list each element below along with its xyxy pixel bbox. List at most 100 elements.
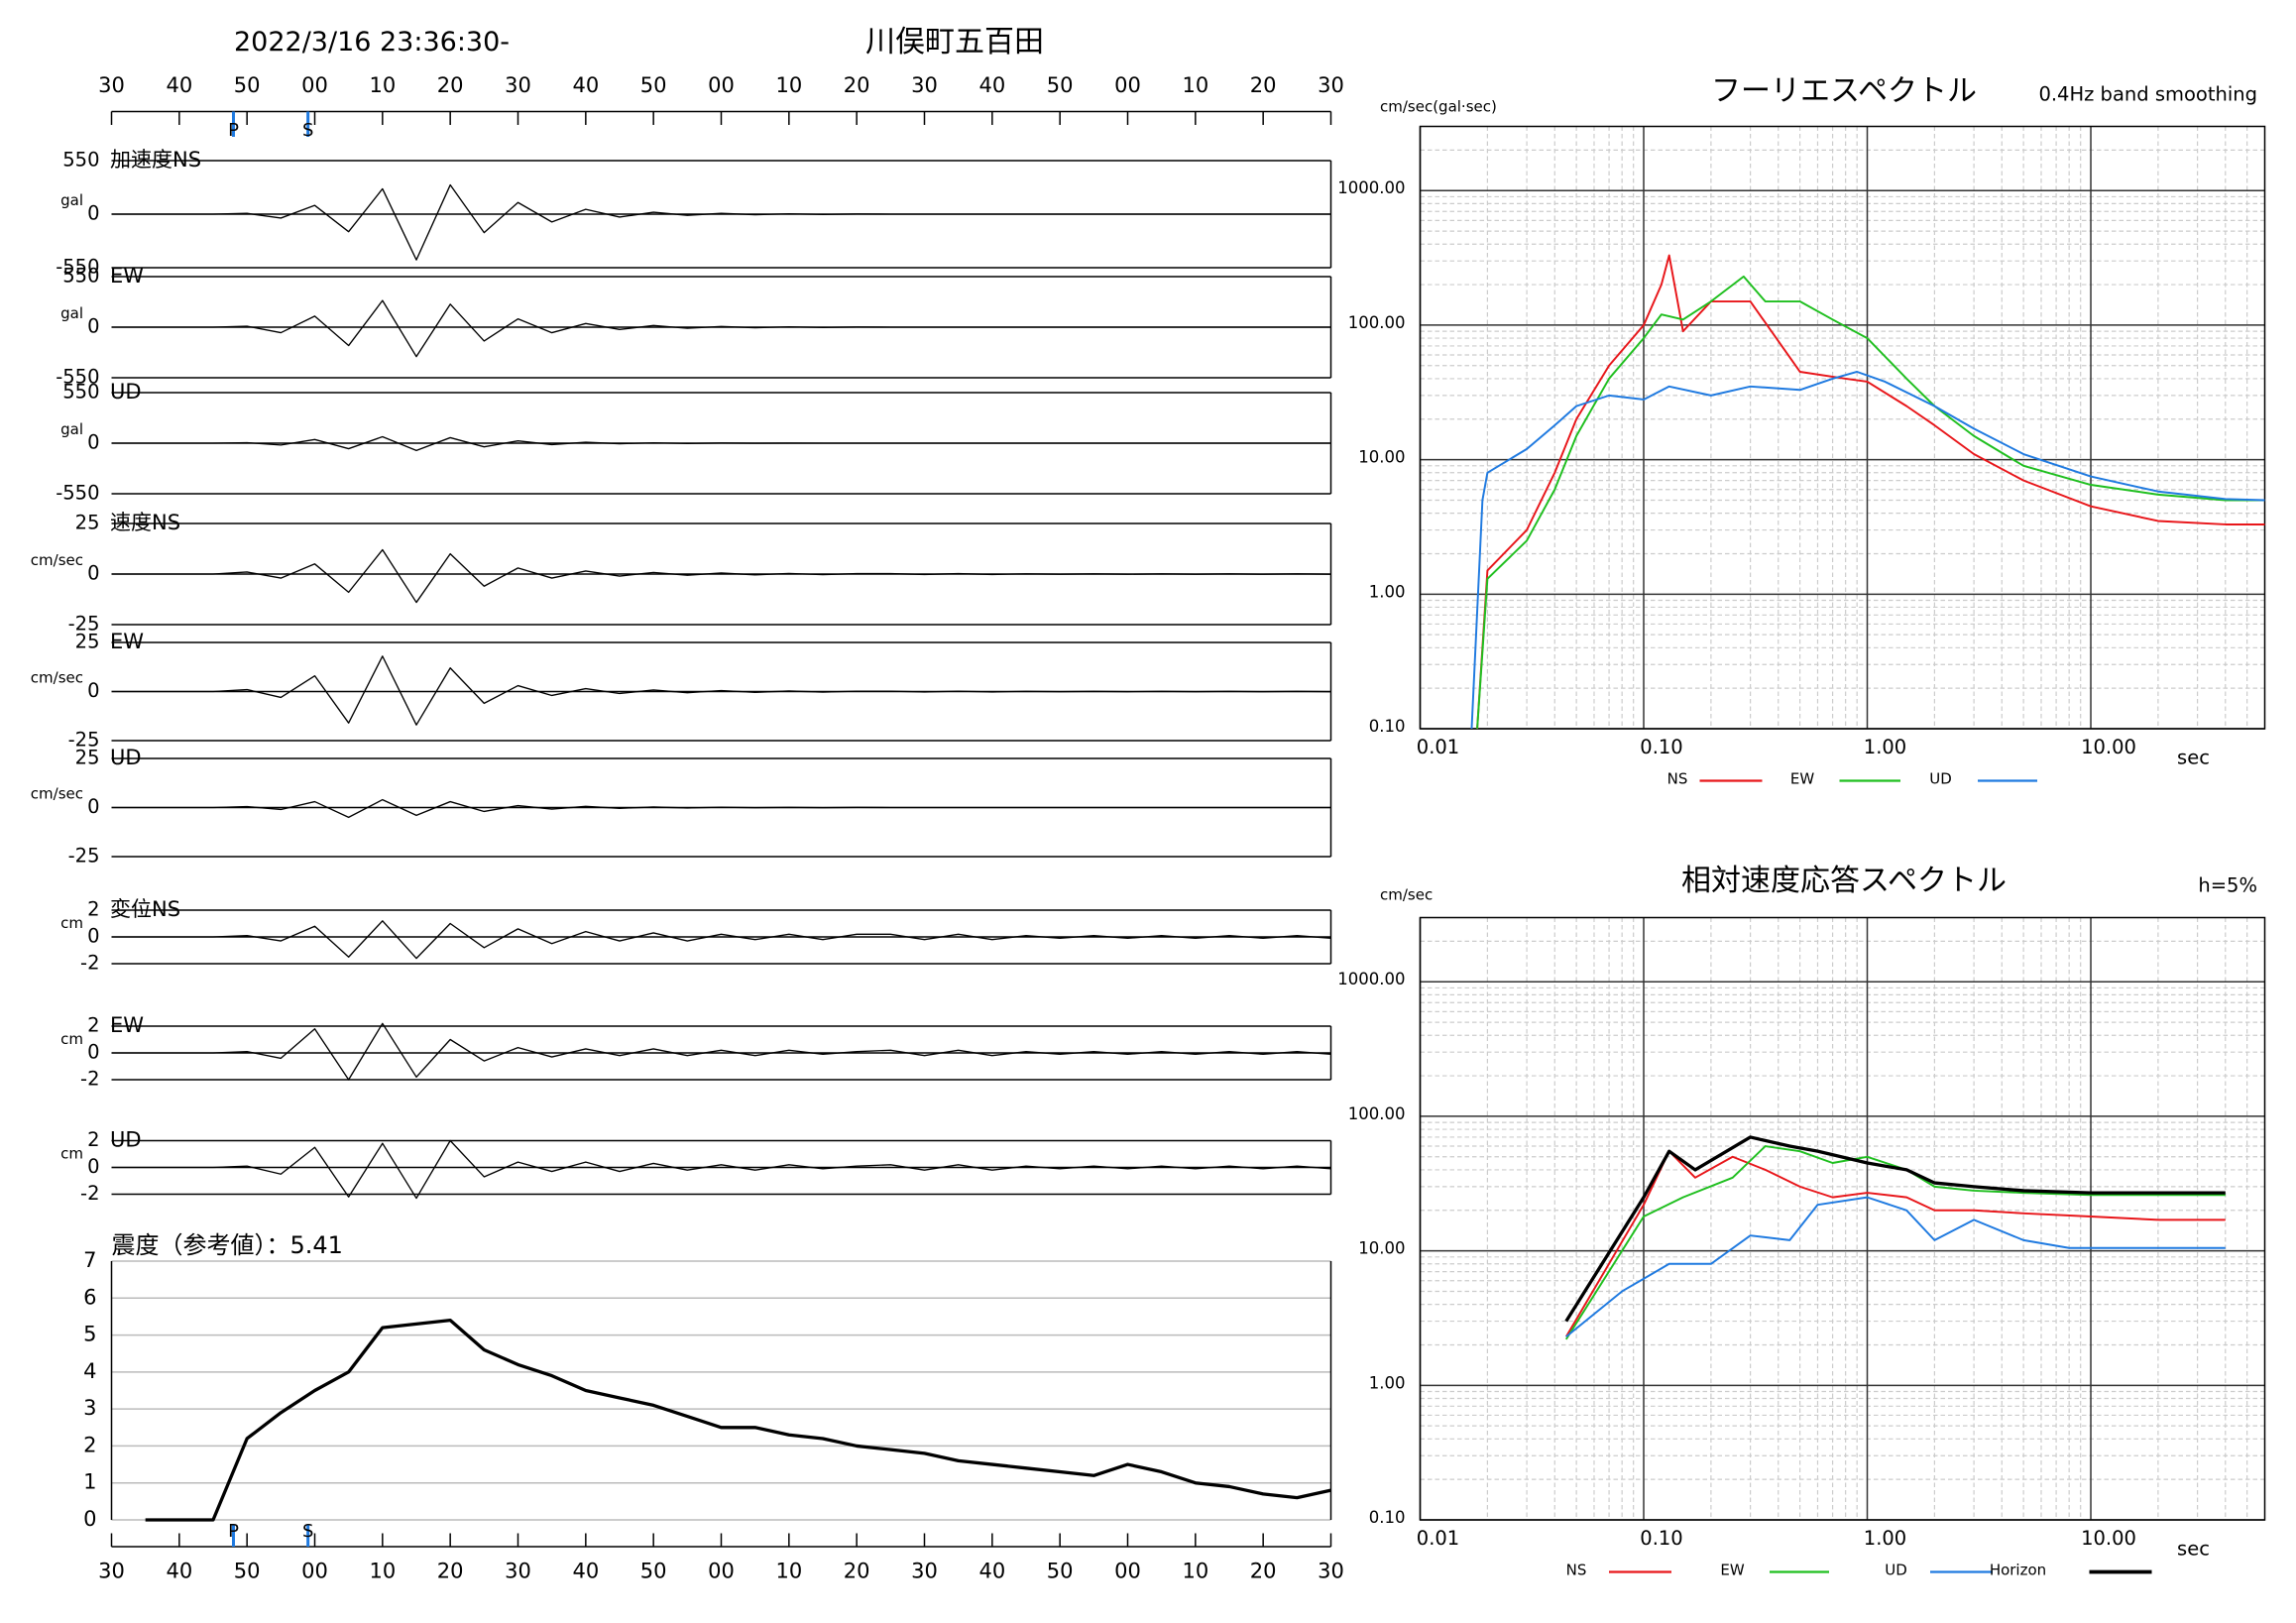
y-tick-label: 25 bbox=[75, 512, 100, 534]
record-time: 2022/3/16 23:36:30- bbox=[234, 27, 510, 58]
x-tick-label: 30 bbox=[911, 73, 938, 97]
phase-label: P bbox=[228, 1521, 239, 1542]
waveform bbox=[111, 798, 1331, 819]
panel-name: EW bbox=[110, 1013, 144, 1037]
y-tick-label: 0 bbox=[87, 431, 99, 454]
y-tick-label: -550 bbox=[56, 482, 99, 505]
x-tick-label: 10 bbox=[1182, 73, 1208, 97]
legend-label: EW bbox=[1720, 1562, 1744, 1579]
x-tick-label: 50 bbox=[1047, 73, 1074, 97]
unit-label: gal bbox=[60, 304, 83, 322]
chart-subtitle: h=5% bbox=[2198, 874, 2257, 897]
x-tick-label: 20 bbox=[1250, 1560, 1277, 1583]
y-tick-label: 2 bbox=[87, 1014, 99, 1037]
x-tick-label: 50 bbox=[640, 73, 667, 97]
chart-title: フーリエスペクトル bbox=[1711, 74, 1977, 109]
station-name: 川俣町五百田 bbox=[865, 25, 1044, 59]
x-axis-label: sec bbox=[2177, 1538, 2210, 1561]
chart-subtitle: 0.4Hz band smoothing bbox=[2038, 83, 2257, 106]
x-tick-label: 20 bbox=[844, 1560, 870, 1583]
panel-name: 変位NS bbox=[110, 897, 180, 921]
y-axis-label: cm/sec bbox=[1380, 886, 1433, 904]
unit-label: cm bbox=[60, 1030, 83, 1048]
unit-label: gal bbox=[60, 420, 83, 438]
y-tick-label: 2 bbox=[83, 1433, 96, 1456]
panel-name: EW bbox=[110, 264, 144, 288]
x-tick-label: 20 bbox=[437, 73, 464, 97]
unit-label: cm/sec bbox=[31, 669, 83, 687]
phase-label: P bbox=[228, 120, 239, 141]
spectrum-line bbox=[1476, 275, 2265, 730]
waveform bbox=[111, 183, 1331, 261]
x-tick-label: 00 bbox=[1114, 1560, 1141, 1583]
y-tick-label: 1.00 bbox=[1369, 582, 1406, 601]
y-axis-label: cm/sec(gal·sec) bbox=[1380, 98, 1497, 116]
x-tick-label: 0.10 bbox=[1640, 736, 1682, 758]
spectrum-line bbox=[1564, 1150, 2226, 1337]
x-tick-label: 30 bbox=[98, 73, 125, 97]
x-tick-label: 1.00 bbox=[1864, 1527, 1906, 1550]
x-tick-label: 20 bbox=[1250, 73, 1277, 97]
y-tick-label: -25 bbox=[68, 845, 100, 868]
spectrum-line bbox=[1476, 254, 2265, 730]
y-tick-label: 3 bbox=[83, 1396, 96, 1420]
x-tick-label: 10 bbox=[775, 73, 802, 97]
x-tick-label: 40 bbox=[978, 73, 1005, 97]
y-tick-label: 2 bbox=[87, 1128, 99, 1151]
y-tick-label: 10.00 bbox=[1358, 448, 1405, 467]
x-tick-label: 30 bbox=[1318, 1560, 1344, 1583]
x-tick-label: 20 bbox=[844, 73, 870, 97]
legend-label: NS bbox=[1566, 1562, 1587, 1579]
y-tick-label: 550 bbox=[62, 149, 99, 172]
x-tick-label: 10.00 bbox=[2081, 736, 2136, 758]
legend-label: EW bbox=[1790, 770, 1814, 788]
panel-name: EW bbox=[110, 630, 144, 653]
y-tick-label: 0 bbox=[87, 679, 99, 702]
x-tick-label: 50 bbox=[1047, 1560, 1074, 1583]
waveform bbox=[111, 1139, 1331, 1200]
x-tick-label: 10 bbox=[1182, 1560, 1208, 1583]
x-tick-label: 00 bbox=[301, 1560, 328, 1583]
x-tick-label: 30 bbox=[911, 1560, 938, 1583]
y-tick-label: 0 bbox=[87, 315, 99, 338]
x-tick-label: 30 bbox=[98, 1560, 125, 1583]
legend-label: UD bbox=[1885, 1562, 1907, 1579]
y-tick-label: 0.10 bbox=[1369, 1508, 1406, 1527]
phase-label: S bbox=[302, 120, 313, 141]
y-tick-label: 100.00 bbox=[1348, 313, 1406, 332]
waveform bbox=[111, 655, 1331, 726]
x-tick-label: 10 bbox=[369, 1560, 396, 1583]
x-tick-label: 40 bbox=[572, 73, 599, 97]
panel-name: 加速度NS bbox=[110, 148, 201, 172]
y-tick-label: -2 bbox=[80, 952, 99, 975]
panel-name: 速度NS bbox=[110, 511, 180, 534]
spectrum-line bbox=[1564, 1145, 2226, 1340]
unit-label: cm bbox=[60, 1145, 83, 1163]
y-tick-label: 10.00 bbox=[1358, 1239, 1405, 1258]
plot-frame bbox=[1419, 916, 2266, 1521]
unit-label: cm/sec bbox=[31, 551, 83, 569]
x-tick-label: 40 bbox=[166, 1560, 192, 1583]
y-tick-label: 4 bbox=[83, 1359, 96, 1383]
x-tick-label: 0.01 bbox=[1417, 736, 1459, 758]
y-tick-label: 1000.00 bbox=[1337, 970, 1405, 988]
y-tick-label: 1000.00 bbox=[1337, 178, 1405, 197]
y-tick-label: 1 bbox=[83, 1470, 96, 1494]
x-tick-label: 50 bbox=[640, 1560, 667, 1583]
panel-name: UD bbox=[110, 380, 142, 404]
x-tick-label: 00 bbox=[708, 1560, 735, 1583]
y-tick-label: 550 bbox=[62, 265, 99, 288]
x-tick-label: 50 bbox=[234, 73, 261, 97]
x-tick-label: 30 bbox=[505, 1560, 531, 1583]
x-tick-label: 30 bbox=[505, 73, 531, 97]
waveform bbox=[111, 548, 1331, 604]
x-tick-label: 30 bbox=[1318, 73, 1344, 97]
spectrum-line bbox=[1470, 371, 2265, 730]
y-tick-label: -2 bbox=[80, 1068, 99, 1091]
y-tick-label: 0 bbox=[87, 795, 99, 818]
unit-label: gal bbox=[60, 191, 83, 209]
y-tick-label: -2 bbox=[80, 1182, 99, 1205]
x-tick-label: 40 bbox=[978, 1560, 1005, 1583]
x-tick-label: 50 bbox=[234, 1560, 261, 1583]
